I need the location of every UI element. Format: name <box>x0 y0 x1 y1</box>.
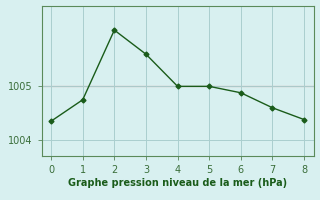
X-axis label: Graphe pression niveau de la mer (hPa): Graphe pression niveau de la mer (hPa) <box>68 178 287 188</box>
